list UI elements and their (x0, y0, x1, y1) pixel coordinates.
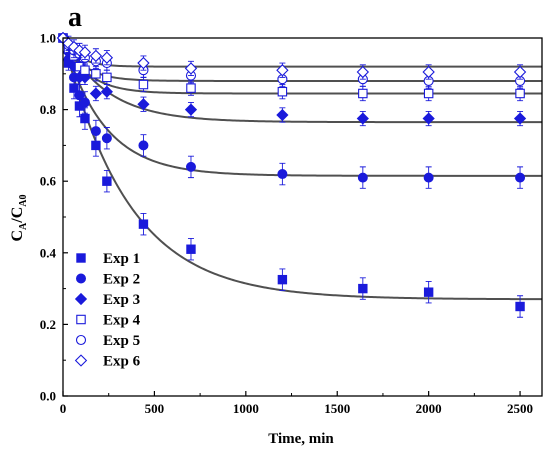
x-tick-label: 500 (145, 401, 165, 416)
data-point (357, 172, 368, 183)
data-point (91, 140, 101, 151)
legend-marker (76, 314, 86, 325)
legend: Exp 1 Exp 2 Exp 3 Exp 4 Exp 5 Exp 6 (74, 251, 141, 370)
data-point (277, 274, 288, 285)
x-tick-label: 0 (60, 401, 67, 416)
legend-label: Exp 6 (103, 354, 141, 370)
data-point (100, 51, 114, 64)
y-axis-title: CA/CA0 (9, 194, 29, 241)
x-tick-label: 1000 (233, 401, 259, 416)
data-point (515, 88, 525, 99)
data-point (184, 62, 198, 75)
data-point (138, 79, 149, 90)
data-point (138, 140, 149, 151)
data-point (186, 244, 196, 254)
legend-marker (74, 292, 88, 306)
legend-marker (74, 354, 88, 367)
data-point (358, 88, 368, 99)
y-axis-title-sep: /C (9, 207, 26, 224)
data-point (422, 112, 435, 125)
data-point (80, 113, 90, 124)
fit-curve-6 (62, 37, 542, 68)
data-point (89, 87, 103, 100)
data-point (423, 287, 434, 297)
series-6 (56, 31, 527, 80)
data-point (423, 88, 434, 99)
data-point (74, 90, 85, 101)
legend-item-3: Exp 3 (74, 292, 140, 308)
legend-label: Exp 2 (103, 272, 140, 288)
data-point (91, 69, 101, 79)
y-tick-label: 0.8 (40, 102, 57, 117)
y-axis-title-sub2: A0 (18, 194, 29, 206)
y-tick-label: 0.4 (40, 245, 57, 260)
x-tick-label: 2500 (507, 401, 533, 416)
legend-item-2: Exp 2 (76, 272, 140, 288)
data-point (184, 103, 198, 116)
data-point (422, 65, 435, 79)
x-axis-title: Time, min (268, 431, 334, 447)
x-tick-label: 2000 (416, 401, 442, 416)
legend-label: Exp 3 (103, 292, 140, 308)
data-point (80, 65, 90, 75)
data-point (138, 219, 149, 229)
data-point (277, 169, 288, 180)
plot-area (56, 31, 543, 318)
data-point (513, 112, 527, 125)
legend-label: Exp 5 (103, 333, 140, 349)
data-point (515, 301, 525, 312)
series-2 (58, 33, 526, 189)
data-point (100, 85, 113, 98)
y-axis-title-base: C (9, 230, 26, 242)
data-point (423, 172, 434, 183)
data-point (101, 133, 112, 144)
data-point (515, 172, 526, 183)
data-point (358, 283, 368, 294)
data-point (102, 72, 112, 83)
data-point (78, 46, 92, 59)
data-point (137, 56, 150, 70)
y-tick-label: 0.2 (40, 317, 56, 332)
data-point (356, 65, 370, 79)
panel-label: a (68, 2, 82, 33)
data-point (277, 86, 288, 97)
legend-item-5: Exp 5 (75, 333, 140, 349)
x-tick-label: 1500 (324, 401, 350, 416)
legend-label: Exp 1 (103, 251, 140, 267)
data-point (276, 64, 289, 77)
data-point (62, 37, 75, 50)
legend-marker (76, 253, 86, 263)
data-point (89, 49, 103, 63)
data-point (356, 112, 369, 125)
fit-curve-5 (62, 37, 542, 82)
data-point (90, 126, 101, 137)
data-point (79, 97, 90, 108)
y-tick-label: 1.0 (40, 31, 56, 46)
y-tick-label: 0.0 (40, 389, 56, 404)
legend-marker (75, 334, 87, 346)
data-point (185, 161, 196, 172)
axes: 0 500 1000 1500 2000 2500 0.0 0.2 0.4 0.6 0.8 1.0 (40, 31, 543, 416)
data-point (137, 98, 150, 111)
legend-item-6: Exp 6 (74, 354, 141, 370)
data-point (102, 176, 112, 186)
y-axis-title-sub1: A (18, 222, 29, 230)
legend-item-4: Exp 4 (76, 313, 141, 329)
legend-marker (76, 273, 86, 284)
legend-item-1: Exp 1 (76, 251, 140, 267)
y-tick-label: 0.6 (40, 174, 57, 189)
legend-label: Exp 4 (103, 313, 141, 329)
data-point (276, 108, 289, 122)
data-point (513, 65, 527, 79)
data-point (186, 83, 196, 93)
